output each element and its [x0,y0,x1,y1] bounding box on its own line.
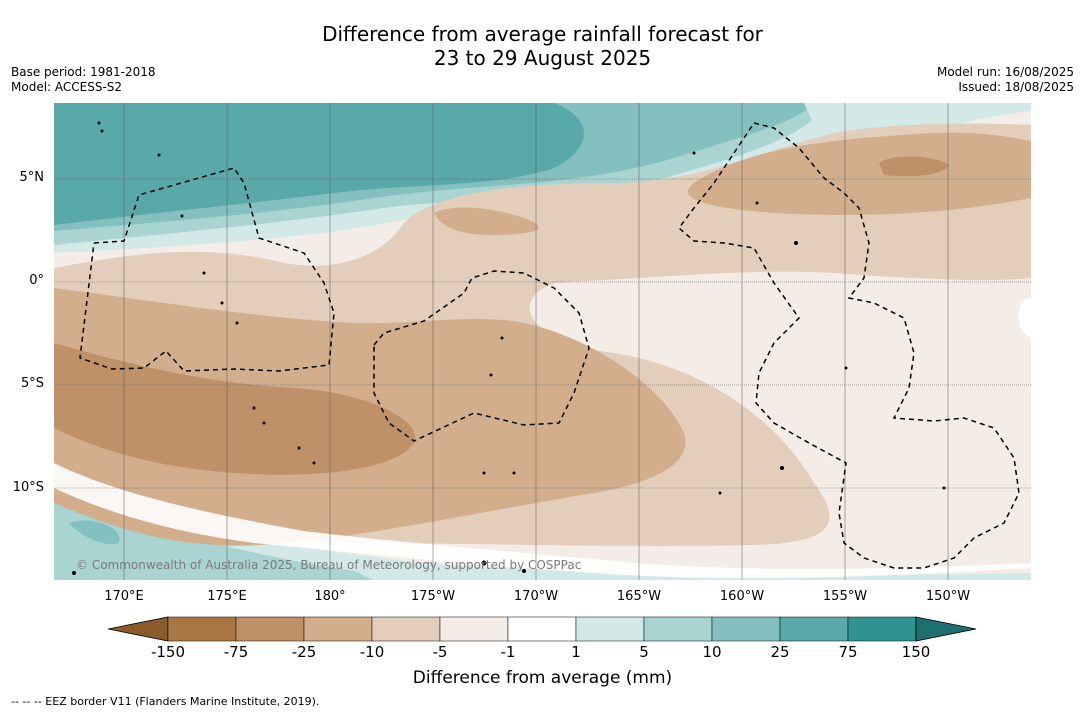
colorbar-arrow-high [915,616,977,642]
gridlines [54,178,1031,489]
colorbar-tick-150: 150 [901,643,931,661]
model-name: Model: ACCESS-S2 [11,80,123,94]
colorbar-tick-neg150: -150 [150,643,186,661]
eez-footer-note: -- -- -- EEZ border V11 (Flanders Marine… [11,695,320,708]
islands [72,121,946,575]
meta-left: Base period: 1981-2018 Model: ACCESS-S2 [11,65,156,95]
lon-label-165w: 165°W [616,589,662,604]
colorbar-tick-neg75: -75 [223,643,249,661]
colorbar-tick-25: 25 [770,643,790,661]
lon-label-175e: 175°E [207,589,247,604]
eez-kiribati-gilbert [79,167,335,372]
title-line-1: Difference from average rainfall forecas… [322,22,763,46]
lat-label-0: 0° [29,273,44,288]
model-run: Model run: 16/08/2025 [936,65,1074,79]
lon-label-180: 180° [314,589,346,604]
colorbar-tick-neg1: -1 [500,643,516,661]
white-band-south [54,463,1031,579]
colorbar-tick-10: 10 [702,643,722,661]
eez-kiribati-line [677,122,1020,569]
colorbar-arrow-low [108,616,169,642]
colorbar-swatch-8 [643,616,713,642]
colorbar-tick-neg5: -5 [432,643,448,661]
lon-label-150w: 150°W [925,589,971,604]
colorbar-label: Difference from average (mm) [412,668,673,688]
eez-kiribati-phoenix [373,270,590,442]
teal-band-north-lightest [804,103,1031,125]
teal-south-mid [54,498,374,580]
meridians [123,103,949,580]
map-title: Difference from average rainfall forecas… [0,22,1085,70]
brown-band-mid-small [434,207,539,236]
colorbar-swatch-5 [439,616,509,642]
lon-label-160w: 160°W [719,589,765,604]
colorbar-tick-neg10: -10 [359,643,385,661]
meta-right: Model run: 16/08/2025 Issued: 18/08/2025 [937,65,1074,95]
colorbar-swatch-6 [507,616,577,642]
colorbar-tick-1: 1 [571,643,581,661]
colorbar-swatch-7 [575,616,645,642]
lon-label-170e: 170°E [104,589,144,604]
title-line-2: 23 to 29 August 2025 [433,46,652,70]
lon-label-155w: 155°W [822,589,868,604]
colorbar-tick-75: 75 [838,643,858,661]
colorbar-swatch-9 [711,616,781,642]
lat-label-10s: 10°S [12,480,44,495]
colorbar-swatch-10 [779,616,849,642]
colorbar-swatch-3 [303,616,373,642]
lat-label-5s: 5°S [20,376,44,391]
colorbar [108,616,977,642]
colorbar-tick-5: 5 [639,643,649,661]
teal-south-blob [69,520,120,545]
colorbar-tick-neg25: -25 [291,643,317,661]
white-patch [1018,298,1031,338]
teal-south-light [54,483,1031,580]
brown-band-mid-north [687,132,1031,215]
rainfall-map [54,103,1031,580]
colorbar-swatch-1 [167,616,237,642]
teal-band-darker [54,103,584,225]
colorbar-swatch-2 [235,616,305,642]
colorbar-swatch-11 [847,616,917,642]
eez-borders [79,122,1020,569]
lat-label-5n: 5°N [19,170,45,185]
copyright-notice: © Commonwealth of Australia 2025, Bureau… [76,558,582,572]
brown-band-dark [54,343,416,475]
brown-band-dark-north [879,156,949,177]
base-period: Base period: 1981-2018 [11,65,156,79]
lon-label-175w: 175°W [410,589,456,604]
issued-date: Issued: 18/08/2025 [958,80,1074,94]
lon-label-170w: 170°W [513,589,559,604]
colorbar-swatch-4 [371,616,441,642]
